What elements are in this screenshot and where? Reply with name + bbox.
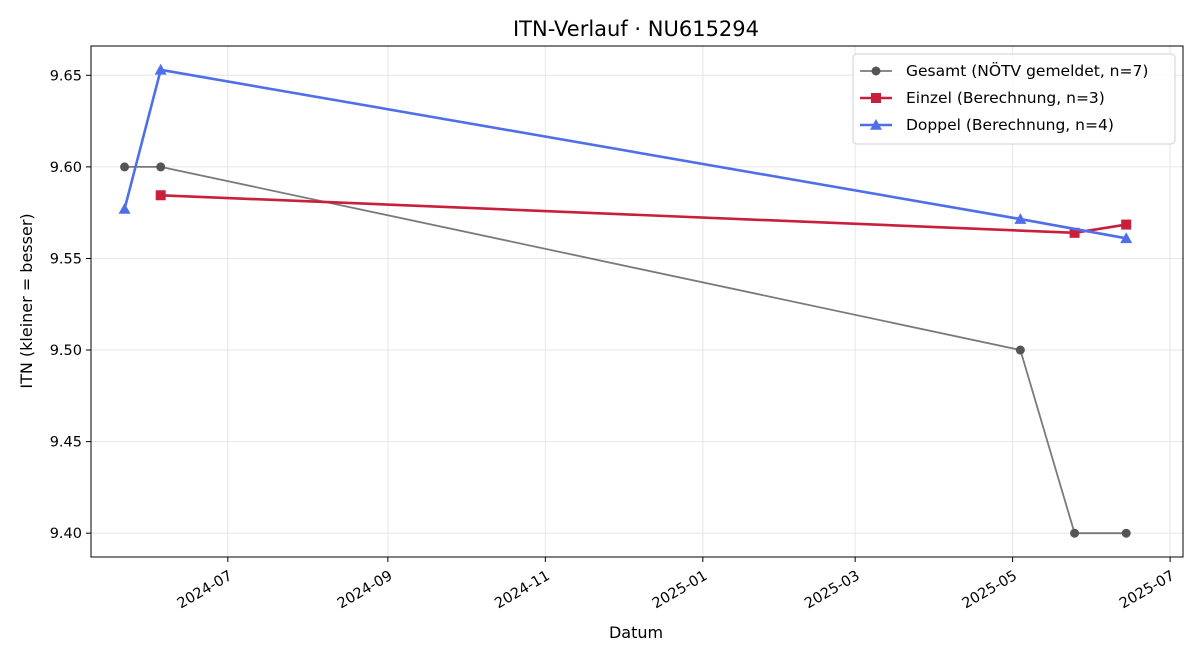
- legend-marker: [871, 66, 881, 76]
- y-tick-label: 9.45: [50, 435, 82, 451]
- y-tick-label: 9.55: [50, 251, 82, 267]
- y-axis: 9.40 9.45 9.50 9.55 9.60 9.65: [50, 68, 91, 542]
- y-axis-label: ITN (kleiner = besser): [17, 213, 36, 388]
- x-axis-label: Datum: [609, 623, 663, 642]
- series-1: [120, 162, 1131, 538]
- series-line: [123, 68, 1127, 240]
- data-point: [155, 190, 166, 201]
- data-point: [1070, 528, 1080, 538]
- data-point: [120, 162, 130, 172]
- legend: Gesamt (NÖTV gemeldet, n=7) Einzel (Berec…: [852, 53, 1176, 145]
- legend-marker: [871, 93, 881, 103]
- data-point: [1069, 227, 1080, 238]
- data-point: [1015, 345, 1025, 355]
- plot-frame: [90, 45, 1184, 558]
- legend-marker: [870, 119, 882, 130]
- data-point: [118, 203, 131, 214]
- grid: [91, 46, 1183, 557]
- legend-label: Doppel (Berechnung, n=4): [906, 116, 1114, 134]
- legend-label: Einzel (Berechnung, n=3): [906, 89, 1105, 107]
- data-point: [1121, 528, 1131, 538]
- y-tick-label: 9.60: [50, 160, 82, 176]
- data-point: [1120, 232, 1133, 244]
- y-tick-label: 9.65: [50, 68, 82, 84]
- series-2: [155, 190, 1132, 238]
- data-point: [1121, 219, 1132, 230]
- y-tick-label: 9.40: [50, 526, 82, 542]
- series-3: [118, 63, 1133, 244]
- data-point: [1014, 213, 1027, 224]
- legend-label: Gesamt (NÖTV gemeldet, n=7): [906, 61, 1148, 80]
- data-point: [156, 162, 166, 172]
- y-tick-label: 9.50: [50, 343, 82, 359]
- legend-box: [852, 53, 1176, 145]
- data-point: [154, 63, 167, 75]
- series-layer: [118, 63, 1133, 538]
- chart-title: ITN-Verlauf · NU615294: [513, 17, 759, 41]
